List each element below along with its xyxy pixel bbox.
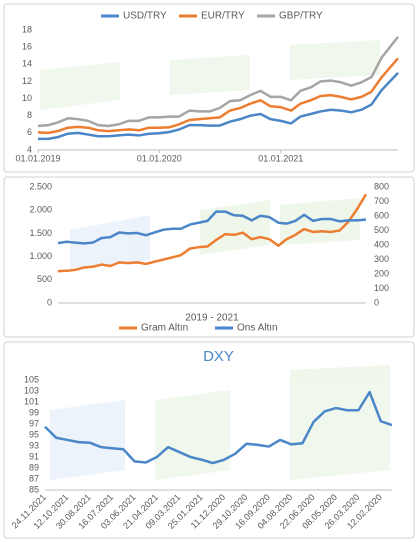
background-art bbox=[40, 40, 390, 480]
y-tick-label: 10 bbox=[22, 93, 32, 103]
y-tick-label: 103 bbox=[24, 385, 39, 395]
line-series bbox=[37, 57, 399, 135]
y-tick-label: 105 bbox=[24, 374, 39, 384]
y-tick-label: 91 bbox=[29, 451, 39, 461]
y2-tick-label: 600 bbox=[374, 210, 389, 220]
y-tick-label: 2.500 bbox=[29, 181, 52, 191]
y-tick-label: 500 bbox=[37, 274, 52, 284]
y-tick-label: 93 bbox=[29, 440, 39, 450]
legend-label: USD/TRY bbox=[123, 11, 167, 22]
y-tick-label: 87 bbox=[29, 473, 39, 483]
line-series bbox=[44, 390, 393, 465]
decor bbox=[290, 40, 380, 80]
y-tick-label: 95 bbox=[29, 429, 39, 439]
y-tick-label: 1.000 bbox=[29, 251, 52, 261]
y2-tick-label: 500 bbox=[374, 225, 389, 235]
legend-label: GBP/TRY bbox=[279, 11, 323, 22]
y-tick-label: 97 bbox=[29, 418, 39, 428]
y-tick-label: 14 bbox=[22, 59, 32, 69]
decor bbox=[200, 200, 270, 255]
y2-tick-label: 700 bbox=[374, 196, 389, 206]
x-axis-label: 2019 - 2021 bbox=[185, 313, 239, 324]
line-series bbox=[57, 193, 368, 273]
x-tick-label: 01.01.2021 bbox=[258, 153, 303, 163]
decor bbox=[170, 55, 250, 95]
y-tick-label: 85 bbox=[29, 484, 39, 494]
y-tick-label: 12 bbox=[22, 76, 32, 86]
legend-label: EUR/TRY bbox=[201, 11, 245, 22]
line-series bbox=[57, 210, 367, 245]
y2-tick-label: 400 bbox=[374, 239, 389, 249]
decor bbox=[50, 400, 125, 480]
line-series bbox=[37, 36, 399, 128]
legend-label: Ons Altın bbox=[237, 323, 278, 334]
decor bbox=[40, 62, 120, 110]
y-tick-label: 6 bbox=[27, 127, 32, 137]
y-tick-label: 18 bbox=[22, 24, 32, 34]
y-tick-label: 2.000 bbox=[29, 205, 52, 215]
y-tick-label: 89 bbox=[29, 462, 39, 472]
y2-tick-label: 800 bbox=[374, 181, 389, 191]
y2-tick-label: 100 bbox=[374, 283, 389, 293]
decor bbox=[155, 390, 230, 480]
x-tick-label: 01.01.2020 bbox=[137, 153, 182, 163]
y-tick-label: 101 bbox=[24, 396, 39, 406]
y-tick-label: 4 bbox=[27, 144, 32, 154]
y2-tick-label: 200 bbox=[374, 268, 389, 278]
y-tick-label: 1.500 bbox=[29, 228, 52, 238]
y2-tick-label: 0 bbox=[374, 297, 379, 307]
line-series bbox=[38, 71, 399, 141]
y-tick-label: 16 bbox=[22, 42, 32, 52]
y-tick-label: 99 bbox=[29, 407, 39, 417]
y-tick-label: 0 bbox=[47, 297, 52, 307]
y2-tick-label: 300 bbox=[374, 254, 389, 264]
y-tick-label: 8 bbox=[27, 110, 32, 120]
chart-title: DXY bbox=[203, 348, 234, 365]
legend-label: Gram Altın bbox=[141, 323, 188, 334]
x-tick-label: 01.01.2019 bbox=[15, 153, 60, 163]
decor bbox=[70, 215, 150, 270]
decor bbox=[290, 365, 390, 480]
